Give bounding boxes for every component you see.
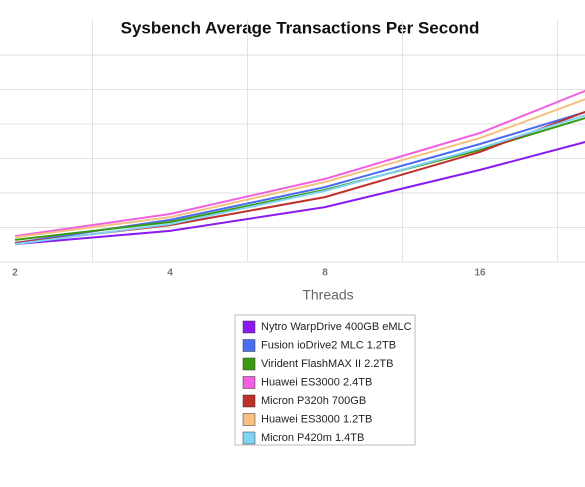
legend-swatch [242, 413, 256, 426]
x-tick-label: 16 [474, 268, 486, 279]
series-line [14, 110, 585, 244]
series-line [14, 141, 585, 246]
legend-label: Huawei ES3000 1.2TB [261, 413, 372, 425]
legend-label: Virident FlashMAX II 2.2TB [261, 358, 393, 370]
legend-label: Micron P320h 700GB [261, 395, 366, 407]
series-line [14, 114, 585, 246]
x-tick-label: 4 [167, 268, 173, 279]
series-line [14, 98, 585, 239]
legend-swatch [242, 376, 256, 389]
legend-label: Micron P420m 1.4TB [261, 432, 364, 444]
legend-box [234, 314, 416, 446]
legend-swatch [242, 339, 256, 352]
legend-label: Fusion ioDrive2 MLC 1.2TB [261, 339, 396, 351]
x-axis-label: Threads [302, 287, 353, 303]
x-tick-label: 8 [322, 268, 328, 279]
legend-label: Huawei ES3000 2.4TB [261, 376, 372, 388]
legend-swatch [242, 394, 256, 408]
chart-title: Sysbench Average Transactions Per Second [121, 18, 480, 37]
legend-swatch [242, 320, 256, 334]
legend-swatch [242, 357, 256, 371]
series-line [14, 111, 585, 244]
legend-label: Nytro WarpDrive 400GB eMLC [261, 321, 412, 333]
x-tick-label: 2 [12, 268, 18, 279]
series-line [14, 89, 585, 238]
legend-swatch [242, 431, 256, 445]
